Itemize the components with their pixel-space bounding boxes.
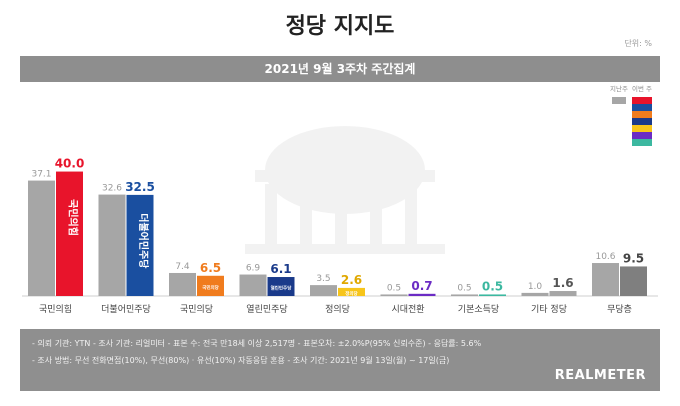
category-label: 기본소득당 xyxy=(458,304,499,315)
value-label-previous: 0.5 xyxy=(387,283,401,293)
in-bar-party-logo-text: 더불어민주당 xyxy=(137,213,150,269)
bar-current-week xyxy=(126,194,154,296)
category-label: 기타 정당 xyxy=(531,304,567,315)
footer-panel xyxy=(20,329,660,391)
unit-label: 단위: % xyxy=(624,39,652,48)
value-label-current: 6.5 xyxy=(200,261,221,275)
legend-current-swatch xyxy=(632,139,652,146)
legend-previous-label: 지난주 xyxy=(610,84,628,93)
category-label: 시대전환 xyxy=(391,303,424,315)
survey-info-line-1: - 의뢰 기관: YTN - 조사 기관: 리얼미터 - 표본 수: 전국 만1… xyxy=(32,339,482,348)
bar-current-week xyxy=(408,293,436,296)
survey-banner: 2021년 9월 3주차 주간집계 xyxy=(20,56,660,82)
bar-current-week xyxy=(620,266,647,296)
category-label: 정의당 xyxy=(325,304,350,315)
legend: 지난주 이번 주 xyxy=(610,84,652,146)
category-label: 국민의힘 xyxy=(39,304,72,315)
bar-current-week xyxy=(549,291,577,296)
value-label-current: 40.0 xyxy=(55,157,85,171)
legend-current-swatch xyxy=(632,132,652,139)
bar-current-week xyxy=(56,171,83,296)
legend-current-swatch xyxy=(632,97,652,104)
value-label-previous: 0.5 xyxy=(457,283,471,293)
value-label-previous: 3.5 xyxy=(316,274,330,284)
legend-previous-swatch xyxy=(612,97,626,104)
value-label-current: 1.6 xyxy=(552,276,573,290)
in-bar-party-logo-text: 국민의당 xyxy=(202,284,219,291)
category-label: 무당층 xyxy=(607,304,632,315)
legend-current-swatch xyxy=(632,104,652,111)
legend-current-label: 이번 주 xyxy=(632,84,652,93)
value-label-previous: 6.9 xyxy=(246,264,261,274)
value-label-previous: 10.6 xyxy=(595,252,615,262)
in-bar-party-logo-text: 정의당 xyxy=(345,290,358,297)
bar-previous-week xyxy=(28,180,55,296)
value-label-current: 32.5 xyxy=(125,180,155,194)
bar-previous-week xyxy=(239,274,267,296)
bar-current-week xyxy=(479,294,506,296)
bar-previous-week xyxy=(451,294,478,296)
bar-current-week xyxy=(197,275,224,296)
bar-previous-week xyxy=(310,285,337,296)
chart-title: 정당 지지도 xyxy=(285,14,395,39)
in-bar-party-logo-text: 열린민주당 xyxy=(271,285,293,292)
background-watermark xyxy=(245,126,445,254)
realmeter-logo: REALMETER xyxy=(554,368,646,383)
bar-previous-week xyxy=(98,194,126,296)
value-label-current: 6.1 xyxy=(270,262,291,276)
value-label-current: 2.6 xyxy=(341,273,362,287)
bar-previous-week xyxy=(380,294,408,296)
category-label: 열린민주당 xyxy=(246,304,287,315)
value-label-current: 0.7 xyxy=(411,279,432,293)
bar-current-week xyxy=(338,287,365,296)
value-label-previous: 7.4 xyxy=(175,262,190,272)
in-bar-party-logo-text: 국민의힘 xyxy=(67,199,80,236)
bar-previous-week xyxy=(521,292,549,296)
value-label-previous: 37.1 xyxy=(31,170,51,180)
legend-current-swatch xyxy=(632,111,652,118)
legend-current-swatch xyxy=(632,118,652,125)
legend-current-swatch xyxy=(632,125,652,132)
category-label: 더불어민주당 xyxy=(101,304,151,315)
value-label-previous: 1.0 xyxy=(528,282,543,292)
bar-previous-week xyxy=(592,263,619,296)
bar-current-week xyxy=(267,277,295,296)
value-label-previous: 32.6 xyxy=(102,184,122,194)
survey-info-line-2: - 조사 방법: 무선 전화면접(10%), 무선(80%) · 유선(10%)… xyxy=(32,356,450,365)
bar-previous-week xyxy=(169,272,196,296)
category-label: 국민의당 xyxy=(180,304,213,315)
value-label-current: 0.5 xyxy=(482,279,503,293)
value-label-current: 9.5 xyxy=(623,251,644,265)
